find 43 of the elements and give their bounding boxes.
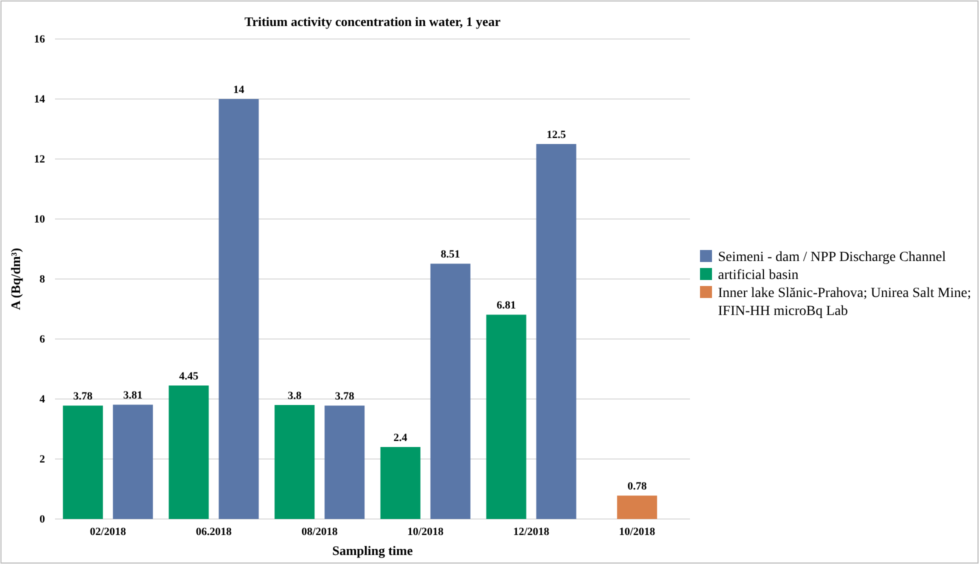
data-label: 3.78 bbox=[73, 390, 94, 403]
y-tick-label: 0 bbox=[40, 514, 46, 526]
y-tick-label: 14 bbox=[34, 94, 46, 106]
bar bbox=[112, 404, 153, 519]
bar bbox=[380, 447, 420, 519]
bar bbox=[62, 406, 103, 519]
data-label: 12.5 bbox=[546, 129, 566, 141]
data-label: 3.81 bbox=[123, 390, 143, 402]
bar bbox=[536, 144, 576, 519]
data-label: 3.78 bbox=[334, 390, 355, 403]
data-label: 6.81 bbox=[496, 300, 516, 312]
chart-title: Tritium activity concentration in water, 1 year bbox=[244, 14, 501, 29]
data-label: 3.8 bbox=[288, 390, 302, 402]
data-label: 0.78 bbox=[627, 480, 648, 493]
data-label: 4.45 bbox=[179, 370, 199, 382]
y-tick-label: 10 bbox=[34, 214, 46, 226]
data-label: 2.4 bbox=[394, 432, 408, 444]
legend-label: Seimeni - dam / NPP Discharge Channel bbox=[718, 250, 946, 265]
bar bbox=[486, 314, 526, 519]
x-tick-label: 02/2018 bbox=[90, 526, 126, 538]
bar bbox=[430, 264, 470, 519]
legend-label: Inner lake Slănic-Prahova; Unirea Salt Mine; IFIN-HH microBq Lab bbox=[718, 286, 972, 319]
bar bbox=[617, 496, 658, 519]
bar bbox=[274, 405, 315, 519]
bar bbox=[218, 99, 259, 519]
y-tick-label: 2 bbox=[40, 454, 46, 466]
x-axis-title: Sampling time bbox=[332, 543, 413, 558]
y-axis-title: A (Bq/dm³) bbox=[8, 248, 23, 310]
x-tick-label: 10/2018 bbox=[619, 526, 656, 538]
x-tick-label: 08/2018 bbox=[302, 526, 338, 538]
legend-label: artificial basin bbox=[718, 268, 798, 283]
y-tick-label: 6 bbox=[40, 334, 46, 346]
bar bbox=[324, 406, 365, 519]
y-tick-label: 16 bbox=[34, 34, 46, 46]
x-tick-label: 06.2018 bbox=[196, 526, 232, 538]
x-tick-label: 12/2018 bbox=[513, 526, 550, 538]
x-tick-label: 10/2018 bbox=[407, 526, 444, 538]
data-label: 8.51 bbox=[440, 248, 460, 261]
bar bbox=[168, 386, 209, 519]
data-label: 14 bbox=[233, 84, 245, 96]
y-tick-label: 4 bbox=[40, 394, 46, 406]
y-tick-label: 12 bbox=[34, 154, 46, 166]
y-tick-label: 8 bbox=[40, 274, 46, 286]
